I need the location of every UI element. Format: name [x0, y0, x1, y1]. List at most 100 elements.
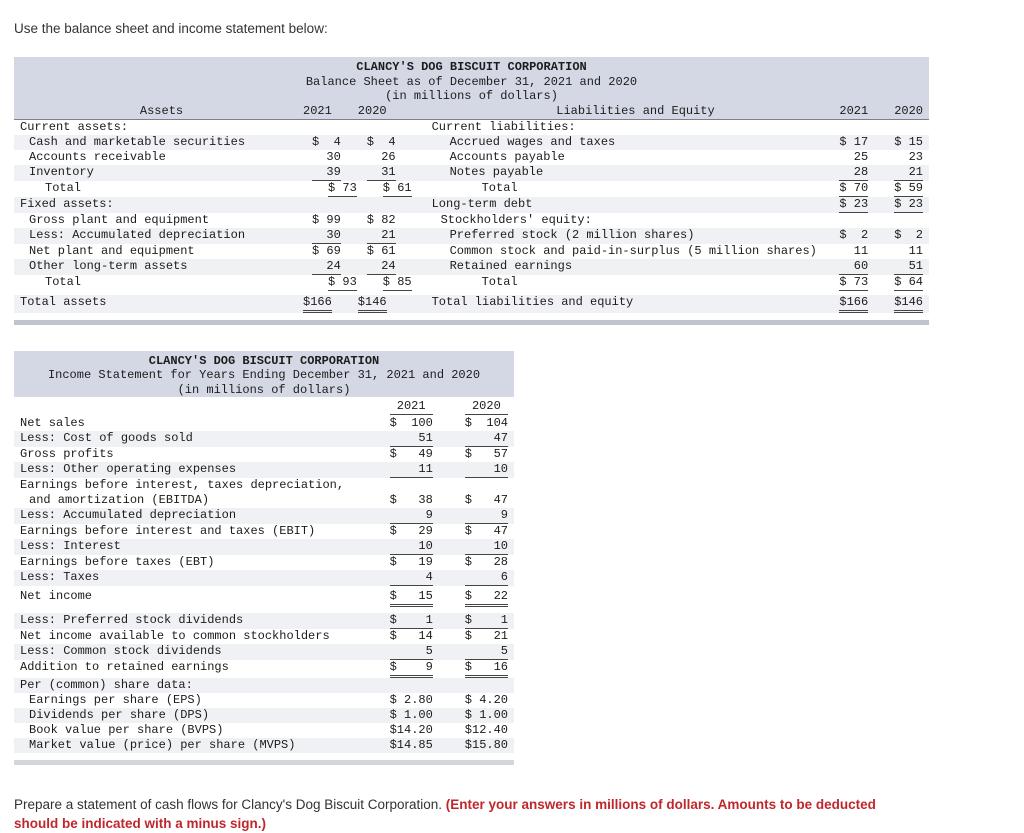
- amount-2021: 11: [389, 462, 433, 478]
- amount-2021: $ 29: [389, 524, 433, 538]
- bs-col-year-2021-right: 2021: [839, 103, 869, 118]
- income-statement-row: Net sales $ 100 $ 104: [14, 416, 514, 431]
- amount-2020: $ 57: [464, 447, 509, 461]
- income-statement-row: Less: Preferred stock dividends $ 1 $ 1: [14, 613, 514, 629]
- amount-2020: 6: [464, 570, 509, 586]
- amount-2021: $ 17: [839, 134, 869, 149]
- row-label: Inventory: [29, 164, 94, 179]
- amount-2021: 28: [839, 164, 869, 181]
- bs-col-year-2020-right: 2020: [894, 103, 924, 118]
- amount-2021: 10: [389, 539, 433, 555]
- row-label: Less: Other operating expenses: [20, 462, 237, 476]
- income-statement-row: Gross profits $ 49 $ 57: [14, 447, 514, 462]
- bs-subtitle: Balance Sheet as of December 31, 2021 an…: [305, 74, 638, 89]
- row-label: Accounts payable: [449, 149, 565, 164]
- amount-2020: 11: [894, 243, 924, 258]
- row-label: Gross plant and equipment: [29, 212, 210, 227]
- row-label: Less: Accumulated depreciation: [29, 227, 246, 242]
- amount-2021: $ 15: [389, 589, 433, 607]
- row-label: Total liabilities and equity: [431, 294, 634, 309]
- amount-2021: $ 1.00: [389, 708, 433, 722]
- row-label: Cash and marketable securities: [29, 134, 246, 149]
- amount-2020: $ 2: [894, 227, 924, 242]
- row-label: Gross profits: [20, 447, 114, 461]
- income-statement-row: Less: Interest 10 10: [14, 539, 514, 555]
- row-label: Earnings before taxes (EBT): [20, 555, 215, 569]
- amount-2020: 24: [366, 258, 396, 275]
- amount-2020: $ 61: [382, 180, 412, 197]
- balance-sheet-row: Current assets: Current liabilities:: [14, 120, 929, 135]
- amount-2021: 30: [312, 227, 341, 244]
- row-label: Accrued wages and taxes: [449, 134, 616, 149]
- amount-2020: $ 15: [894, 134, 924, 149]
- is-col-year-2020: 2020: [464, 399, 508, 415]
- row-label: Market value (price) per share (MVPS): [29, 738, 296, 752]
- income-statement-row: Less: Common stock dividends 5 5: [14, 644, 514, 660]
- balance-sheet-row: Inventory 39 31 Notes payable 28 21: [14, 164, 929, 181]
- amount-2020: $ 85: [382, 274, 412, 291]
- balance-sheet-row: Total $ 73 $ 61 Total $ 70 $ 59: [14, 181, 929, 197]
- income-statement-scrollbar[interactable]: [14, 760, 514, 765]
- row-label: Accounts receivable: [29, 149, 166, 164]
- balance-sheet-row: Total $ 93 $ 85 Total $ 73 $ 64: [14, 275, 929, 291]
- amount-2021: $166: [839, 295, 868, 313]
- row-label: Total assets: [20, 294, 107, 309]
- balance-sheet-row: Accounts receivable 30 26 Accounts payabl…: [14, 150, 929, 165]
- balance-sheet-body: Current assets: Current liabilities: Cash …: [14, 120, 929, 320]
- amount-2021: $ 73: [328, 180, 357, 197]
- row-label: Long-term debt: [431, 196, 533, 211]
- amount-2020: $ 28: [464, 555, 509, 569]
- bs-title: CLANCY'S DOG BISCUIT CORPORATION: [356, 60, 587, 74]
- row-label: Stockholders' equity:: [440, 212, 592, 227]
- income-statement-row: Earnings before interest and taxes (EBIT…: [14, 524, 514, 539]
- row-label: Fixed assets:: [20, 196, 114, 211]
- amount-2020: $ 82: [366, 212, 396, 227]
- balance-sheet-row: Total assets $166 $146 Total liabilities an…: [14, 294, 929, 313]
- row-label-line2: and amortization (EBITDA): [29, 493, 210, 507]
- amount-2020: $146: [894, 295, 923, 313]
- row-label: Retained earnings: [449, 258, 573, 273]
- income-statement-row: Net income $ 15 $ 22: [14, 589, 514, 607]
- is-title: CLANCY'S DOG BISCUIT CORPORATION: [148, 353, 380, 368]
- amount-2020: 21: [894, 164, 924, 181]
- income-statement-row: Less: Taxes 4 6: [14, 570, 514, 586]
- balance-sheet-scrollbar[interactable]: [14, 319, 929, 325]
- row-label: Less: Common stock dividends: [20, 644, 222, 658]
- amount-2021: 24: [312, 258, 341, 275]
- row-label: Net income available to common stockhold…: [20, 629, 330, 643]
- amount-2020: $ 1.00: [464, 708, 509, 722]
- row-label-line1: Earnings before interest, taxes deprecia…: [20, 478, 345, 492]
- amount-2020: 9: [464, 508, 509, 524]
- balance-sheet-row: Less: Accumulated depreciation 30 21 Pref…: [14, 227, 929, 244]
- balance-sheet-row: Other long-term assets 24 24 Retained ear…: [14, 258, 929, 275]
- amount-2020: 10: [464, 539, 509, 555]
- amount-2021: 39: [312, 164, 341, 181]
- amount-2021: $ 23: [839, 196, 869, 213]
- amount-2020: $ 59: [894, 180, 924, 197]
- amount-2021: $ 69: [312, 243, 341, 258]
- amount-2021: $ 93: [328, 274, 357, 291]
- amount-2021: 60: [839, 258, 869, 275]
- amount-2020: 10: [464, 462, 509, 478]
- task-instruction: Prepare a statement of cash flows for Cl…: [14, 795, 914, 833]
- amount-2021: 5: [389, 644, 433, 660]
- income-statement-row: Market value (price) per share (MVPS) $14…: [14, 738, 514, 753]
- intro-text: Use the balance sheet and income stateme…: [14, 21, 328, 36]
- row-label: Dividends per share (DPS): [29, 708, 210, 722]
- amount-2021: $ 2: [839, 227, 869, 242]
- row-label: Addition to retained earnings: [20, 660, 229, 674]
- balance-sheet-row: Fixed assets: Long-term debt $ 23 $ 23: [14, 196, 929, 213]
- bs-column-header-row: Assets 2021 2020 Liabilities and Equity …: [14, 104, 929, 120]
- amount-2020: $ 1: [464, 613, 509, 629]
- row-label: Notes payable: [449, 164, 544, 179]
- income-statement-row: Addition to retained earnings $ 9 $ 16: [14, 660, 514, 678]
- income-statement-table: CLANCY'S DOG BISCUIT CORPORATION Income …: [14, 350, 514, 765]
- amount-2020: 26: [366, 149, 396, 164]
- amount-2020: $ 4.20: [464, 693, 509, 707]
- amount-2020: 47: [464, 431, 509, 447]
- row-label: Total: [481, 180, 518, 195]
- income-statement-row: Earnings per share (EPS) $ 2.80 $ 4.20: [14, 693, 514, 708]
- amount-2021: $ 100: [389, 416, 433, 430]
- bs-col-liabilities: Liabilities and Equity: [556, 103, 715, 118]
- amount-2021: $ 70: [839, 180, 869, 197]
